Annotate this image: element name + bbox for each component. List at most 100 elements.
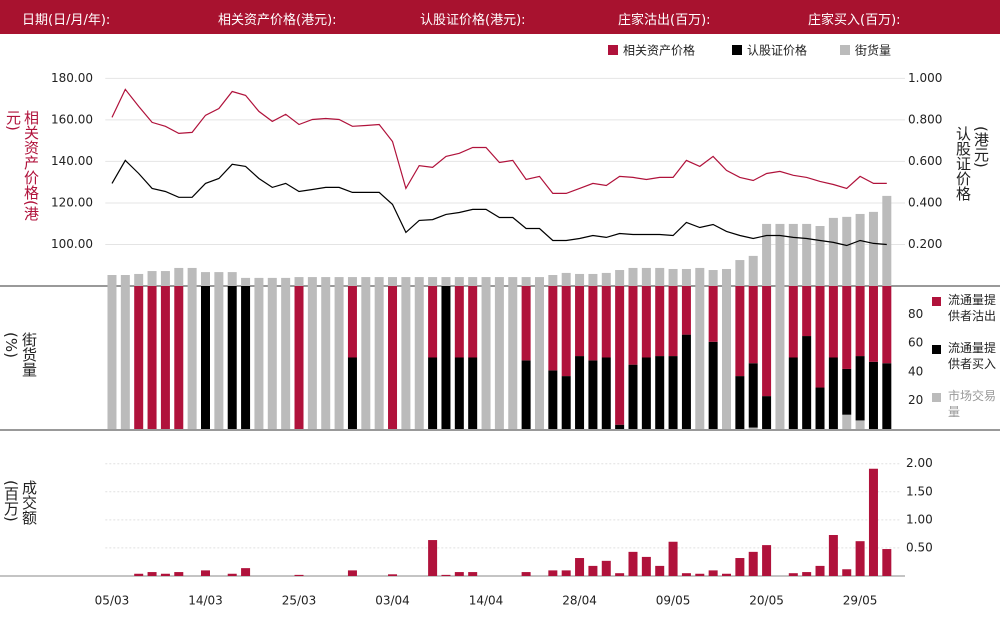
share-bar xyxy=(468,357,478,429)
volume-bar xyxy=(628,267,638,286)
turnover-bar xyxy=(160,573,170,576)
share-bar xyxy=(120,286,130,429)
legend-item: 流通量提供者沽出 xyxy=(932,292,996,324)
share-bar xyxy=(241,286,251,429)
share-bar xyxy=(107,286,117,429)
volume-bar xyxy=(575,273,585,286)
volume-bar xyxy=(855,213,865,286)
volume-bar xyxy=(521,277,531,286)
volume-bar xyxy=(334,277,344,286)
y-tick-label: 40 xyxy=(908,364,923,378)
volume-bar xyxy=(307,277,317,286)
turnover-bar xyxy=(575,558,585,576)
share-bar xyxy=(601,286,611,358)
turnover-bar xyxy=(855,541,865,576)
turnover-bar xyxy=(735,558,745,576)
legend-label: 相关资产价格 xyxy=(623,43,695,58)
share-bar xyxy=(748,427,758,429)
volume-bar xyxy=(321,277,331,286)
volume-bar xyxy=(695,267,705,286)
volume-bar xyxy=(494,277,504,286)
volume-bar xyxy=(534,277,544,286)
y-tick-label: 0.50 xyxy=(906,540,933,554)
share-bar xyxy=(428,357,438,429)
share-bar xyxy=(681,334,691,429)
y-tick-label: 2.00 xyxy=(906,456,933,470)
volume-bar xyxy=(374,277,384,286)
y-tick-label: 20 xyxy=(908,393,923,407)
x-tick-label: 20/05 xyxy=(749,594,784,608)
share-bar xyxy=(575,356,585,429)
share-bar xyxy=(468,286,478,358)
share-bar xyxy=(842,286,852,369)
share-bar xyxy=(361,286,371,429)
legend-swatch xyxy=(932,393,941,402)
volume-bar xyxy=(668,268,678,286)
legend-swatch xyxy=(732,45,742,55)
share-bar xyxy=(347,286,357,358)
share-bar xyxy=(174,286,184,429)
y2-tick-label: 0.200 xyxy=(908,237,942,251)
share-bar xyxy=(267,286,277,429)
y-tick-label: 80 xyxy=(908,307,923,321)
x-tick-label: 25/03 xyxy=(282,594,317,608)
volume-bar xyxy=(815,225,825,286)
volume-bar xyxy=(214,272,224,286)
share-bar xyxy=(214,286,224,429)
header-field: 庄家买入(百万): xyxy=(808,13,901,28)
volume-bar xyxy=(414,277,424,286)
share-bar xyxy=(187,286,197,429)
share-bar xyxy=(842,368,852,415)
turnover-bar xyxy=(200,570,210,576)
turnover-bar xyxy=(454,572,464,576)
volume-bar xyxy=(828,217,838,286)
turnover-bar xyxy=(668,541,678,576)
share-bar xyxy=(588,286,598,361)
y-tick-label: 1.00 xyxy=(906,512,933,526)
share-bar xyxy=(334,286,344,429)
turnover-bar xyxy=(842,569,852,576)
x-tick-label: 09/05 xyxy=(656,594,691,608)
turnover-bar xyxy=(802,572,812,576)
share-bar xyxy=(655,356,665,429)
y-tick-label: 100.00 xyxy=(51,237,93,251)
share-bar xyxy=(748,286,758,364)
y-tick-label: 140.00 xyxy=(51,154,93,168)
legend-swatch xyxy=(840,45,850,55)
share-bar xyxy=(321,286,331,429)
share-bar xyxy=(762,286,772,397)
share-bar xyxy=(868,361,878,429)
volume-bar xyxy=(267,277,277,286)
share-bar xyxy=(695,286,705,429)
share-bar xyxy=(481,286,491,429)
volume-bar xyxy=(775,223,785,286)
volume-bar xyxy=(227,272,237,286)
turnover-bar xyxy=(388,574,398,576)
share-bar xyxy=(668,356,678,429)
share-bar xyxy=(641,357,651,429)
share-bar xyxy=(601,357,611,429)
legend-item: 流通量提供者买入 xyxy=(932,340,996,372)
turnover-bar xyxy=(174,572,184,576)
volume-bar xyxy=(174,267,184,286)
share-bar xyxy=(828,357,838,429)
volume-bar xyxy=(762,223,772,286)
share-bar xyxy=(575,286,585,357)
volume-bar xyxy=(681,268,691,286)
volume-bar xyxy=(347,277,357,286)
y-tick-label: 160.00 xyxy=(51,112,93,126)
header-field: 相关资产价格(港元): xyxy=(218,13,337,28)
y-axis-label: 成交额(百万) xyxy=(2,480,38,525)
share-bar xyxy=(307,286,317,429)
legend-label: 流通量提供者买入 xyxy=(948,341,997,371)
turnover-bar xyxy=(695,573,705,576)
turnover-bar xyxy=(628,551,638,576)
y-tick-label: 120.00 xyxy=(51,195,93,209)
volume-bar xyxy=(468,277,478,286)
volume-bar xyxy=(588,273,598,286)
volume-bar xyxy=(241,277,251,286)
share-bar xyxy=(227,286,237,429)
share-bar xyxy=(548,286,558,371)
share-bar xyxy=(374,286,384,429)
